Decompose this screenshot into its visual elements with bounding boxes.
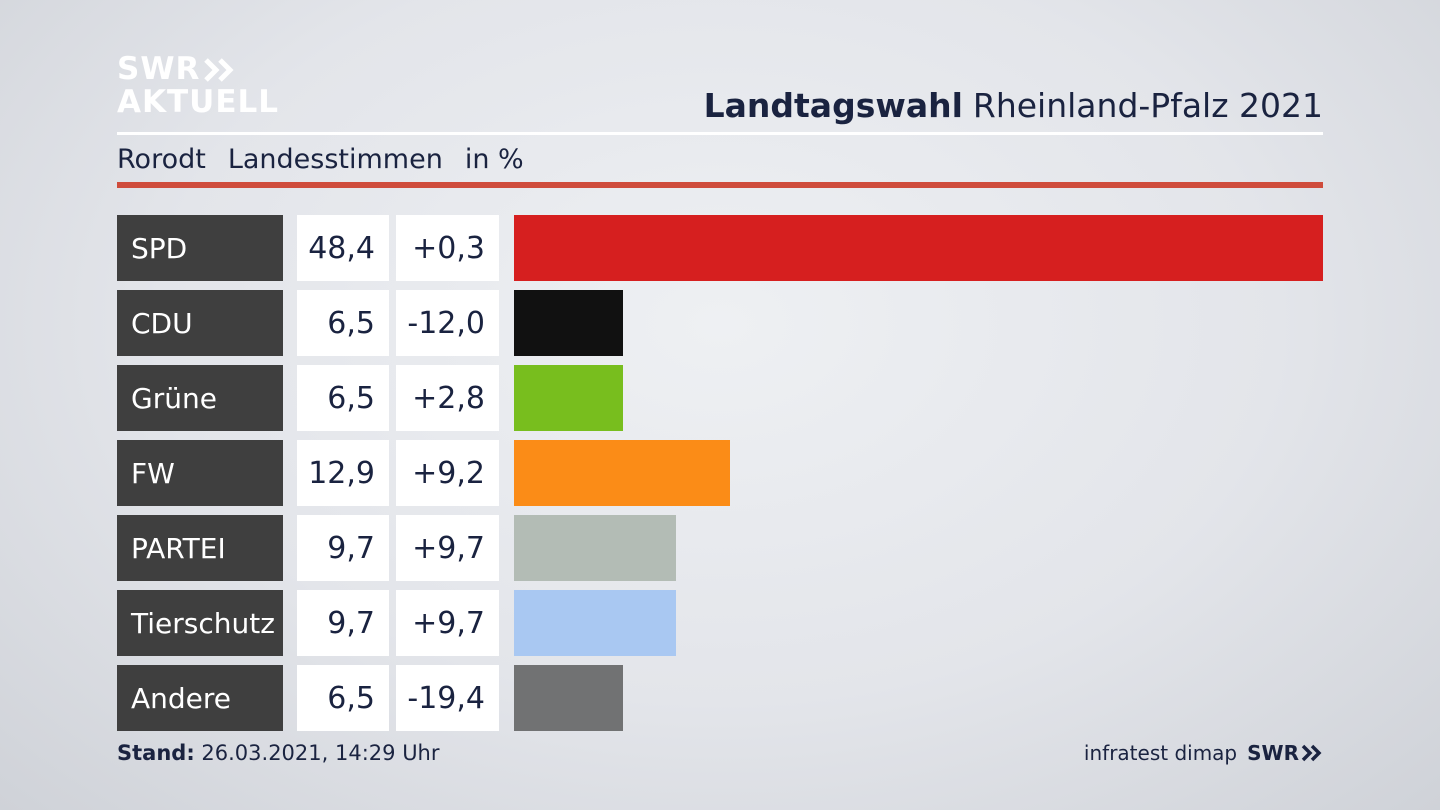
logo-line1: SWR <box>117 51 201 87</box>
vote-type-label: Landesstimmen <box>227 144 443 175</box>
party-label: PARTEI <box>117 515 283 581</box>
title-rest: Rheinland-Pfalz 2021 <box>972 86 1323 125</box>
bar-gr-ne <box>514 365 623 431</box>
stand-value: 26.03.2021, 14:29 Uhr <box>201 741 440 765</box>
party-label: CDU <box>117 290 283 356</box>
double-chevron-right-icon <box>1301 744 1322 762</box>
table-row: PARTEI 9,7 +9,7 <box>117 515 1323 581</box>
page-title: Landtagswahl Rheinland-Pfalz 2021 <box>704 86 1323 125</box>
vote-change-value: -19,4 <box>396 665 499 731</box>
bar-partei <box>514 515 676 581</box>
source-credit: infratest dimap SWR <box>1084 741 1323 765</box>
swr-footer-logo: SWR <box>1247 741 1323 765</box>
bar-andere <box>514 665 623 731</box>
vote-share-value: 6,5 <box>297 665 389 731</box>
table-row: Tierschutz 9,7 +9,7 <box>117 590 1323 656</box>
table-row: SPD 48,4 +0,3 <box>117 215 1323 281</box>
party-label: SPD <box>117 215 283 281</box>
stand-label: Stand: <box>117 741 195 765</box>
party-label: FW <box>117 440 283 506</box>
logo-line2: AKTUELL <box>117 84 280 120</box>
bar-spd <box>514 215 1323 281</box>
bar-fw <box>514 440 730 506</box>
table-row: CDU 6,5 -12,0 <box>117 290 1323 356</box>
location-label: Rorodt <box>117 144 206 175</box>
brand-label: SWR <box>1247 741 1299 765</box>
table-row: FW 12,9 +9,2 <box>117 440 1323 506</box>
vote-change-value: +9,7 <box>396 515 499 581</box>
vote-change-value: +9,7 <box>396 590 499 656</box>
subtitle: Rorodt Landesstimmen in % <box>117 144 524 175</box>
party-label: Tierschutz <box>117 590 283 656</box>
swr-aktuell-logo: SWR AKTUELL <box>117 54 279 118</box>
vote-share-value: 9,7 <box>297 515 389 581</box>
vote-share-value: 6,5 <box>297 365 389 431</box>
vote-share-value: 48,4 <box>297 215 389 281</box>
vote-share-value: 9,7 <box>297 590 389 656</box>
subtitle-divider <box>117 182 1323 188</box>
vote-share-value: 12,9 <box>297 440 389 506</box>
unit-label: in % <box>464 144 524 175</box>
title-bold: Landtagswahl <box>703 86 963 125</box>
vote-change-value: +0,3 <box>396 215 499 281</box>
party-label: Grüne <box>117 365 283 431</box>
vote-change-value: -12,0 <box>396 290 499 356</box>
double-chevron-right-icon <box>204 57 234 82</box>
bar-cdu <box>514 290 623 356</box>
vote-change-value: +2,8 <box>396 365 499 431</box>
bar-tierschutz <box>514 590 676 656</box>
title-divider <box>117 132 1323 135</box>
source-label: infratest dimap <box>1083 741 1238 765</box>
vote-change-value: +9,2 <box>396 440 499 506</box>
table-row: Andere 6,5 -19,4 <box>117 665 1323 731</box>
timestamp: Stand: 26.03.2021, 14:29 Uhr <box>117 741 440 765</box>
vote-share-value: 6,5 <box>297 290 389 356</box>
table-row: Grüne 6,5 +2,8 <box>117 365 1323 431</box>
party-label: Andere <box>117 665 283 731</box>
